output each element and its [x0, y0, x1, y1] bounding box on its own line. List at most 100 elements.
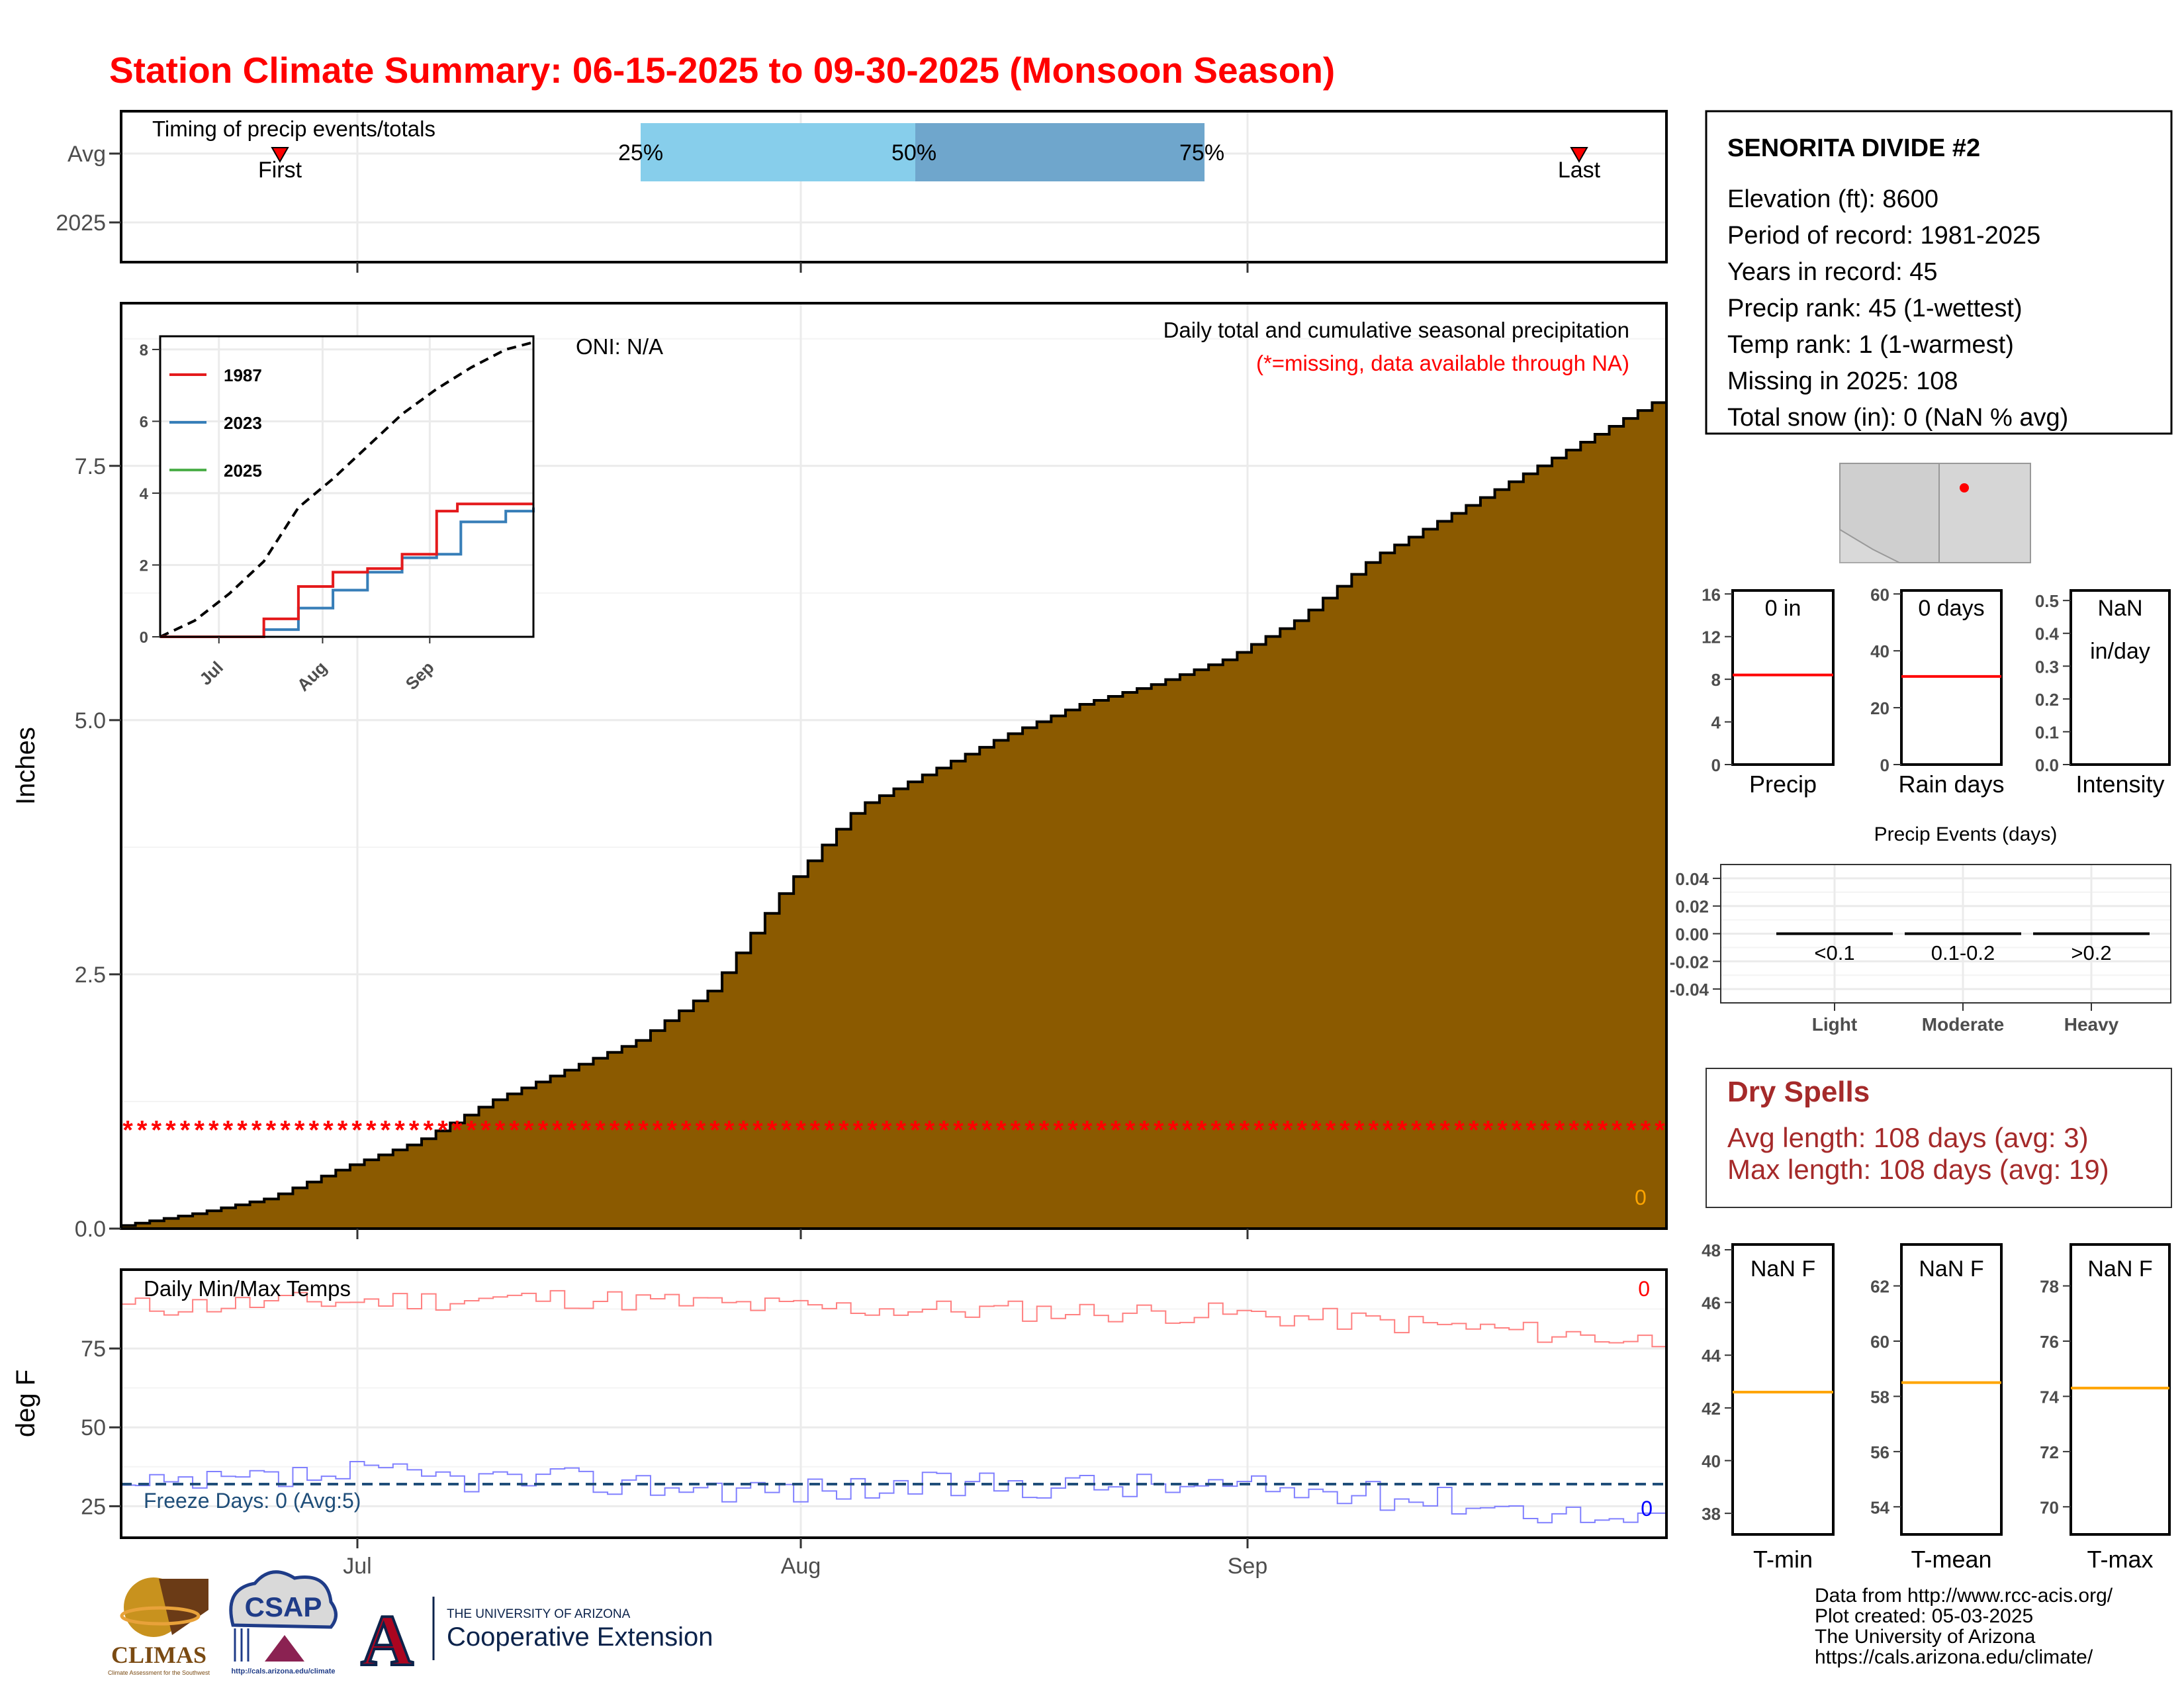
mini-stat-label: Rain days: [1898, 771, 2004, 798]
missing-marker: *: [180, 1115, 191, 1145]
missing-marker: *: [122, 1115, 133, 1145]
mini-ytick-label: 40: [1870, 641, 1889, 661]
mini-ytick-label: 0.3: [2035, 657, 2059, 677]
quartile-bar-25-50: [641, 123, 915, 181]
temp-stat-frame: [1900, 1243, 2003, 1536]
mini-ytick-label: 16: [1702, 585, 1721, 604]
missing-marker: *: [981, 1115, 992, 1145]
inset-month-Jul: Jul: [195, 657, 227, 689]
missing-marker: *: [452, 1115, 463, 1145]
temp-stat-ytick-label: 42: [1702, 1399, 1721, 1419]
inset-ytick-label: 6: [140, 413, 148, 431]
missing-marker: *: [1125, 1115, 1136, 1145]
first-marker: [271, 147, 289, 164]
missing-marker: *: [666, 1115, 677, 1145]
precip-header: Daily total and cumulative seasonal prec…: [1163, 318, 1629, 342]
missing-marker: *: [1583, 1115, 1594, 1145]
missing-marker: *: [925, 1115, 935, 1145]
mini-ytick-label: 4: [1711, 713, 1721, 733]
temp-stat-ytick-label: 76: [2040, 1332, 2059, 1352]
mini-stat-value: 0 days: [1918, 596, 1984, 621]
missing-marker: *: [853, 1115, 864, 1145]
temp-stat-ytick-label: 74: [2040, 1387, 2059, 1407]
temp-title: Daily Min/Max Temps: [144, 1276, 351, 1301]
freeze-days-label: Freeze Days: 0 (Avg:5): [144, 1489, 361, 1513]
missing-marker: *: [638, 1115, 649, 1145]
csap-wordmark: CSAP: [245, 1591, 322, 1622]
inset-ytick-label: 0: [140, 629, 148, 647]
missing-marker: *: [1326, 1115, 1336, 1145]
tmax-line: [121, 1289, 1666, 1348]
temp-stat-t-mean: NaN F 54 56 58 60 62 T-mean: [1870, 1243, 2003, 1573]
mini-ytick-label: 12: [1702, 628, 1721, 647]
mini-stat-value: 0 in: [1765, 596, 1801, 621]
cumulative-precip-outline: [121, 401, 1666, 1227]
legend-label-2025: 2025: [224, 461, 262, 481]
missing-marker: *: [653, 1115, 663, 1145]
missing-marker: *: [1011, 1115, 1021, 1145]
missing-marker: *: [381, 1115, 391, 1145]
mini-ytick-label: 0.5: [2035, 591, 2059, 611]
missing-marker: *: [1569, 1115, 1579, 1145]
dry-spells-avg: Avg length: 108 days (avg: 3): [1727, 1122, 2089, 1153]
temp-panel: Daily Min/Max Temps 0 Freeze Days: 0 (Avg:…: [11, 1268, 1668, 1579]
footer-line-0: Data from http://www.rcc-acis.org/: [1815, 1585, 2113, 1607]
missing-marker: *: [581, 1115, 592, 1145]
temp-stat-ytick-label: 78: [2040, 1277, 2059, 1297]
missing-marker: *: [681, 1115, 692, 1145]
new-mexico-shape: [1938, 463, 2031, 563]
mini-ytick-label: 0: [1711, 755, 1721, 775]
mini-ytick-label: 0.1: [2035, 722, 2059, 742]
station-frame: [1705, 110, 2173, 435]
mini-stat-label: Precip: [1749, 771, 1817, 798]
temp-stat-value: NaN F: [1751, 1256, 1815, 1282]
missing-marker: *: [165, 1115, 176, 1145]
temp-stat-frame: [2070, 1243, 2171, 1536]
temp-frame: [120, 1268, 1668, 1539]
missing-marker: *: [910, 1115, 921, 1145]
missing-marker: *: [595, 1115, 606, 1145]
climas-orbit-icon: [120, 1606, 201, 1626]
missing-marker: *: [1168, 1115, 1179, 1145]
inset-chart: 1987 2023 2025 0 2 4 6 8 Jul Aug Sep: [140, 335, 535, 695]
mini-stat-intensity: NaN in/day 0.0 0.1 0.2 0.3 0.4 0.5 Intensity: [2035, 589, 2171, 798]
temp-stat-ytick-label: 72: [2040, 1442, 2059, 1462]
inset-ytick-label: 2: [140, 557, 148, 575]
station-info-box: SENORITA DIVIDE #2 Elevation (ft): 8600 Pe…: [1705, 110, 2173, 435]
temp-ytick-label: 50: [81, 1415, 106, 1440]
missing-marker: *: [251, 1115, 262, 1145]
mini-stat-value: NaN: [2097, 596, 2142, 621]
missing-marker: *: [567, 1115, 577, 1145]
station-line-4: Temp rank: 1 (1-warmest): [1727, 331, 2014, 359]
missing-marker: *: [538, 1115, 549, 1145]
temp-stat-value: NaN F: [1919, 1256, 1983, 1282]
quartile-label-50: 50%: [891, 140, 936, 165]
climas-mesa-icon: [159, 1579, 208, 1635]
missing-marker: *: [767, 1115, 778, 1145]
missing-marker: *: [1641, 1115, 1651, 1145]
temp-stat-ytick-label: 70: [2040, 1497, 2059, 1517]
missing-marker: *: [1024, 1115, 1035, 1145]
footer-line-1: Plot created: 05-03-2025: [1815, 1605, 2033, 1627]
missing-marker: *: [1068, 1115, 1078, 1145]
quartile-bar-50-75: [915, 123, 1205, 181]
mini-ytick-label: 0.4: [2035, 624, 2060, 644]
missing-marker: *: [896, 1115, 907, 1145]
missing-marker: *: [1253, 1115, 1264, 1145]
precip-subheader: (*=missing, data available through NA): [1256, 351, 1629, 375]
missing-marker: *: [1525, 1115, 1536, 1145]
mini-stat-precip: 0 in 0 4 8 12 16 Precip: [1702, 585, 1835, 798]
tmax-count: 0: [1638, 1277, 1650, 1301]
temp-stat-ytick-label: 58: [1870, 1387, 1889, 1407]
temp-stat-ytick-label: 44: [1702, 1346, 1721, 1366]
missing-marker: *: [308, 1115, 319, 1145]
quartile-label-25: 25%: [618, 140, 663, 165]
missing-marker: *: [366, 1115, 377, 1145]
missing-marker: *: [1054, 1115, 1064, 1145]
missing-marker: *: [194, 1115, 205, 1145]
csap-url: http://cals.arizona.edu/climate: [231, 1667, 335, 1675]
missing-marker: *: [1497, 1115, 1508, 1145]
missing-marker: *: [137, 1115, 148, 1145]
ua-extension: Cooperative Extension: [447, 1622, 713, 1652]
